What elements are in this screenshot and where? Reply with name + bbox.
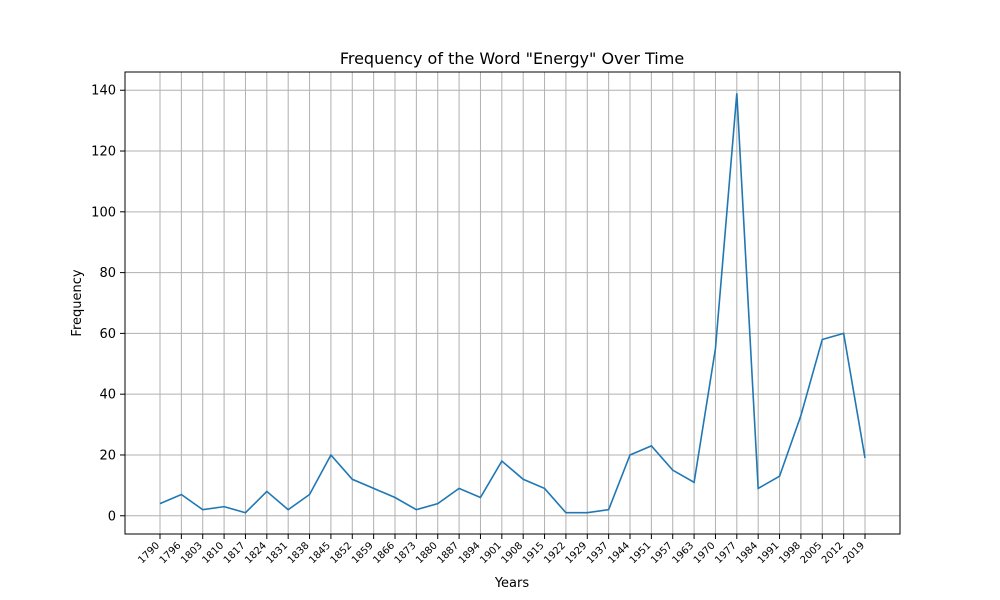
x-tick-label: 1859	[350, 540, 376, 566]
x-tick-label: 1970	[692, 540, 718, 566]
y-axis-label: Frequency	[70, 269, 85, 336]
y-tick-label: 100	[91, 205, 116, 220]
x-tick-label: 1838	[286, 540, 312, 566]
y-axis-ticks: 0 20 40 60 80 100 120 140	[91, 84, 125, 524]
x-tick-label: 1790	[136, 540, 162, 566]
y-tick-label: 140	[91, 84, 116, 99]
x-tick-label: 1991	[756, 540, 782, 566]
y-tick-label: 120	[91, 145, 116, 160]
x-tick-label: 2005	[799, 540, 825, 566]
x-tick-label: 1817	[222, 540, 248, 566]
y-tick-label: 80	[99, 266, 116, 281]
x-tick-label: 1803	[179, 540, 205, 566]
x-tick-label: 1977	[713, 540, 739, 566]
y-tick-label: 40	[99, 388, 116, 403]
y-tick-label: 20	[99, 448, 116, 463]
x-tick-label: 1852	[329, 540, 355, 566]
x-tick-label: 1929	[564, 540, 590, 566]
x-tick-label: 1824	[243, 540, 269, 566]
x-tick-label: 1998	[777, 540, 803, 566]
x-tick-label: 1894	[457, 540, 483, 566]
y-tick-label: 0	[108, 509, 116, 524]
x-tick-label: 1796	[158, 540, 184, 566]
x-tick-label: 1866	[371, 540, 397, 566]
chart-title: Frequency of the Word "Energy" Over Time	[340, 49, 684, 68]
x-axis-label: Years	[494, 576, 530, 591]
x-tick-label: 1937	[585, 540, 611, 566]
x-tick-label: 1901	[478, 540, 504, 566]
x-tick-label: 1845	[307, 540, 333, 566]
plot-frame	[124, 71, 901, 535]
x-tick-label: 1873	[393, 540, 419, 566]
x-tick-label: 1922	[542, 540, 568, 566]
x-tick-label: 1887	[435, 540, 461, 566]
x-tick-label: 2019	[841, 540, 867, 566]
x-tick-label: 1984	[735, 540, 761, 566]
x-tick-label: 1963	[670, 540, 696, 566]
series-line	[159, 93, 866, 514]
x-tick-label: 2012	[820, 540, 846, 566]
x-tick-label: 1831	[265, 540, 291, 566]
x-axis-ticks: 1790179618031810181718241831183818451852…	[136, 534, 867, 566]
x-tick-label: 1908	[500, 540, 526, 566]
x-tick-label: 1957	[649, 540, 675, 566]
x-tick-label: 1915	[521, 540, 547, 566]
x-tick-label: 1951	[628, 540, 654, 566]
x-tick-label: 1810	[200, 540, 226, 566]
x-tick-label: 1944	[606, 540, 632, 566]
x-tick-label: 1880	[414, 540, 440, 566]
y-tick-label: 60	[99, 327, 116, 342]
